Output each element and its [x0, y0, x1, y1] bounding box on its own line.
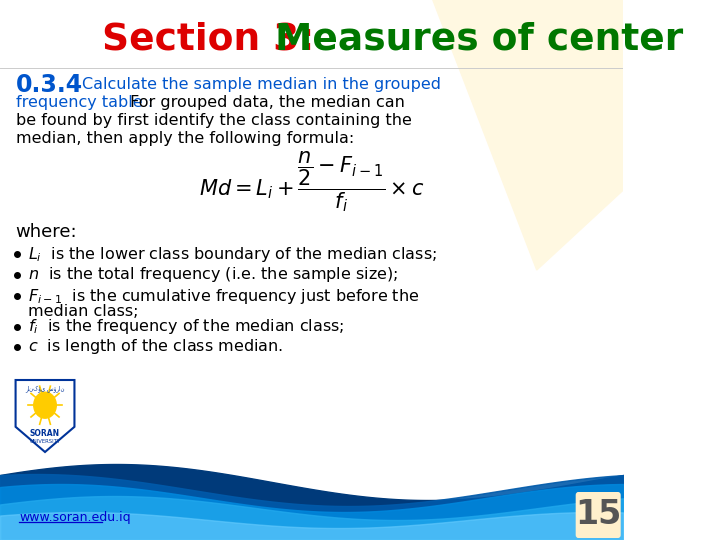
- Text: $f_i$  is the frequency of the median class;: $f_i$ is the frequency of the median cla…: [27, 318, 344, 336]
- Text: Calculate the sample median in the grouped: Calculate the sample median in the group…: [82, 78, 441, 92]
- Text: For grouped data, the median can: For grouped data, the median can: [125, 96, 405, 111]
- Circle shape: [34, 392, 56, 418]
- Text: UNIVERSITY: UNIVERSITY: [30, 440, 60, 444]
- Text: be found by first identify the class containing the: be found by first identify the class con…: [16, 113, 411, 129]
- FancyBboxPatch shape: [576, 492, 621, 538]
- Text: $L_i$  is the lower class boundary of the median class;: $L_i$ is the lower class boundary of the…: [27, 245, 436, 264]
- Text: رانکۆی سۆران: رانکۆی سۆران: [25, 385, 65, 392]
- Text: SORAN: SORAN: [30, 429, 60, 438]
- Text: www.soran.edu.iq: www.soran.edu.iq: [19, 511, 130, 524]
- Text: 0.3.4: 0.3.4: [16, 73, 83, 97]
- Text: Section 3:: Section 3:: [102, 22, 328, 58]
- Text: $n$  is the total frequency (i.e. the sample size);: $n$ is the total frequency (i.e. the sam…: [27, 266, 397, 285]
- Text: $c$  is length of the class median.: $c$ is length of the class median.: [27, 338, 283, 356]
- Polygon shape: [433, 0, 624, 270]
- Text: median class;: median class;: [27, 305, 138, 320]
- Text: frequency table :: frequency table :: [16, 96, 158, 111]
- Text: 15: 15: [575, 498, 621, 531]
- Text: $Md = L_i + \dfrac{\dfrac{n}{2} - F_{i-1}}{f_i} \times c$: $Md = L_i + \dfrac{\dfrac{n}{2} - F_{i-1…: [199, 150, 425, 214]
- Text: Measures of center: Measures of center: [275, 22, 683, 58]
- Text: median, then apply the following formula:: median, then apply the following formula…: [16, 132, 354, 146]
- Text: where:: where:: [16, 223, 77, 241]
- Text: $F_{i-1}$  is the cumulative frequency just before the: $F_{i-1}$ is the cumulative frequency ju…: [27, 287, 419, 306]
- Polygon shape: [16, 380, 74, 452]
